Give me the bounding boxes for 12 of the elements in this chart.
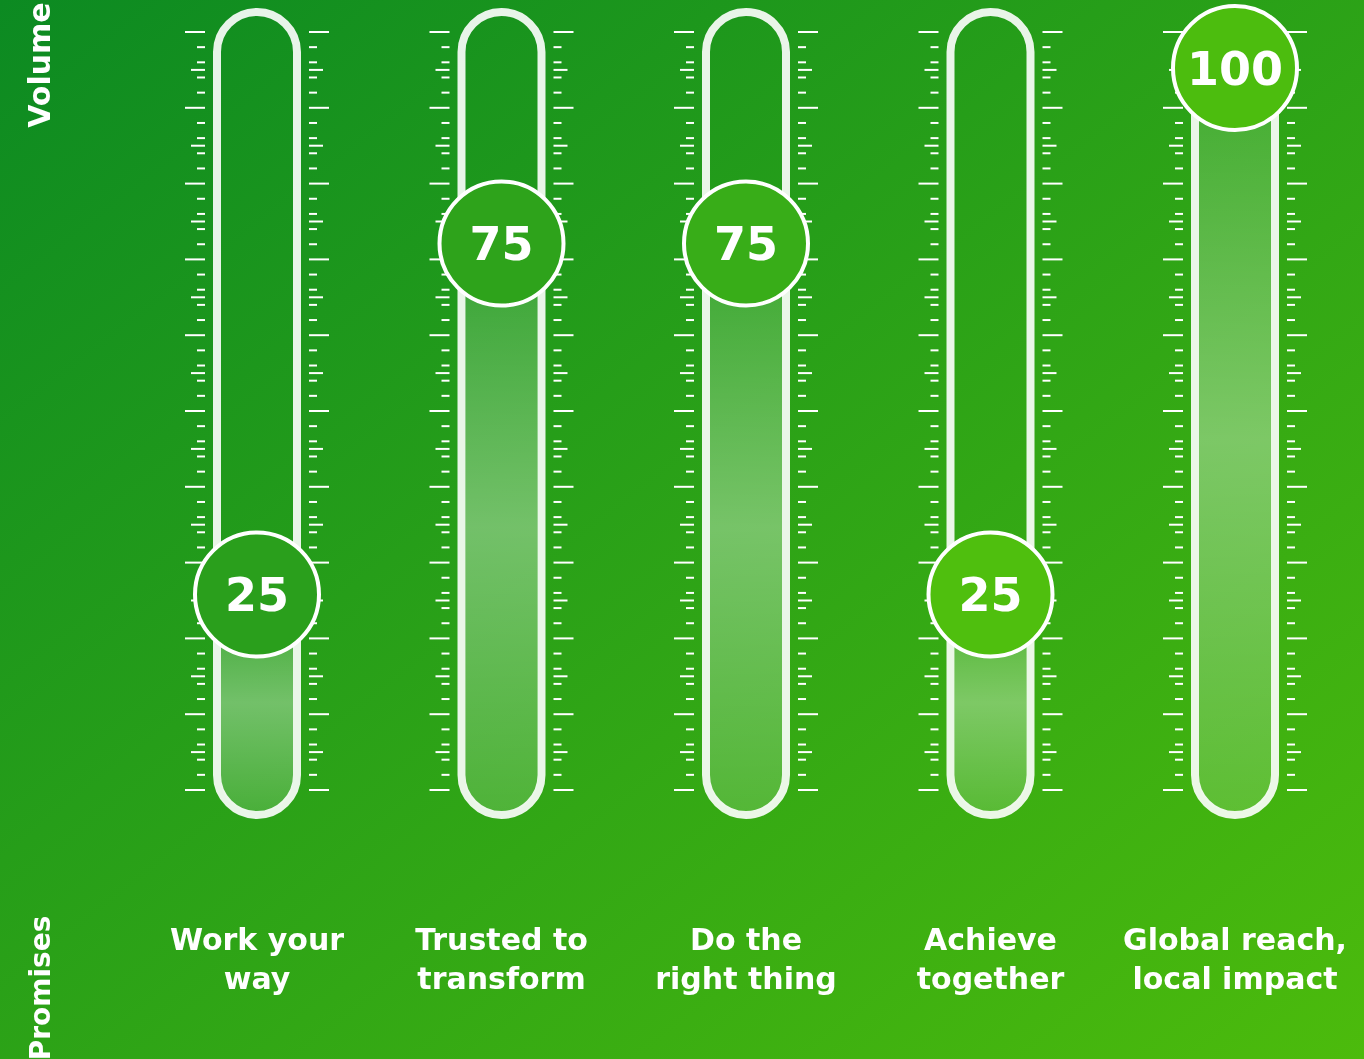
- y-axis-title: Volume: [22, 2, 57, 128]
- data-label: 25: [958, 568, 1023, 623]
- x-tick-label: Trusted to transform: [415, 922, 588, 996]
- x-tick-label: Do the right thing: [655, 922, 837, 996]
- data-label: 75: [469, 217, 534, 272]
- data-label: 75: [713, 217, 779, 272]
- data-label: 100: [1186, 41, 1284, 96]
- text: Promises: [24, 915, 57, 1059]
- x-tick-label: Achieve together: [916, 922, 1065, 996]
- x-tick-label: Global reach, local impact: [1123, 922, 1347, 996]
- data-label: 25: [224, 568, 290, 623]
- x-tick-label: Work your way: [169, 922, 345, 996]
